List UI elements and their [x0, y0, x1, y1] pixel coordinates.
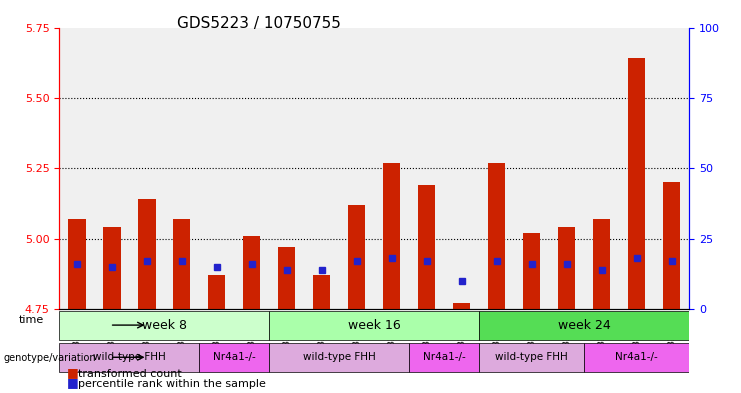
Text: week 8: week 8 — [142, 319, 187, 332]
Bar — [558, 228, 576, 309]
Text: percentile rank within the sample: percentile rank within the sample — [78, 379, 266, 389]
Bar — [523, 233, 540, 309]
Bar — [243, 236, 261, 309]
FancyBboxPatch shape — [199, 343, 269, 372]
Bar — [418, 185, 436, 309]
Text: Nr4a1-/-: Nr4a1-/- — [423, 352, 465, 362]
Text: wild-type FHH: wild-type FHH — [93, 352, 166, 362]
Text: wild-type FHH: wild-type FHH — [495, 352, 568, 362]
Bar — [348, 205, 365, 309]
Text: week 16: week 16 — [348, 319, 401, 332]
Bar — [383, 163, 400, 309]
Text: ■: ■ — [67, 376, 79, 389]
FancyBboxPatch shape — [479, 343, 584, 372]
Text: transformed count: transformed count — [78, 369, 182, 379]
Text: Nr4a1-/-: Nr4a1-/- — [615, 352, 658, 362]
Bar — [103, 228, 121, 309]
Bar — [208, 275, 225, 309]
Bar — [593, 219, 611, 309]
Bar — [628, 59, 645, 309]
Text: Nr4a1-/-: Nr4a1-/- — [213, 352, 256, 362]
Text: wild-type FHH: wild-type FHH — [303, 352, 376, 362]
Bar — [313, 275, 330, 309]
FancyBboxPatch shape — [584, 343, 689, 372]
FancyBboxPatch shape — [409, 343, 479, 372]
FancyBboxPatch shape — [59, 343, 199, 372]
FancyBboxPatch shape — [479, 310, 689, 340]
Text: GDS5223 / 10750755: GDS5223 / 10750755 — [177, 16, 342, 31]
Text: time: time — [19, 315, 44, 325]
FancyBboxPatch shape — [269, 343, 409, 372]
Bar — [173, 219, 190, 309]
FancyBboxPatch shape — [269, 310, 479, 340]
Bar — [453, 303, 471, 309]
Bar — [138, 199, 156, 309]
Bar — [663, 182, 680, 309]
Bar — [68, 219, 85, 309]
Text: genotype/variation: genotype/variation — [4, 353, 96, 363]
Bar — [488, 163, 505, 309]
Text: ■: ■ — [67, 366, 79, 379]
Text: week 24: week 24 — [558, 319, 611, 332]
FancyBboxPatch shape — [59, 310, 269, 340]
Bar — [278, 247, 296, 309]
